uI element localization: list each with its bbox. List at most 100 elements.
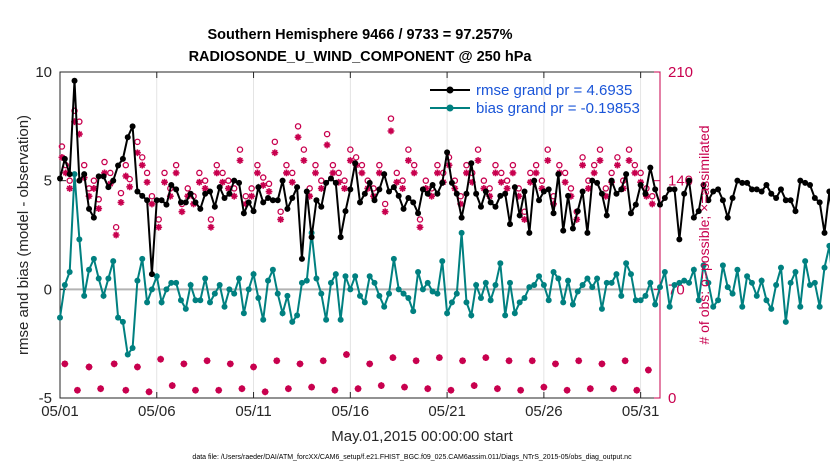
x-axis-label: May.01,2015 00:00:00 start: [331, 428, 513, 445]
obs-possible-point: [283, 161, 290, 169]
rmse-point: [410, 199, 417, 206]
obs-possible-point: [625, 146, 633, 153]
rmse-point: [473, 190, 480, 197]
bias-point: [560, 299, 567, 306]
obs-possible-point: [631, 161, 639, 169]
bias-point: [163, 286, 170, 293]
rmse-point: [753, 186, 760, 193]
rmse-point: [81, 171, 88, 178]
bias-point: [303, 277, 310, 284]
rmse-point: [676, 236, 683, 243]
obs-lower-assimilated-point: [168, 382, 176, 389]
rmse-point: [768, 190, 775, 197]
obs-lower-assimilated-point: [319, 357, 327, 365]
obs-assimilated-point: [283, 169, 290, 177]
rmse-point: [811, 195, 818, 202]
bias-point: [739, 303, 746, 310]
obs-possible-point: [236, 146, 244, 153]
rmse-point: [269, 197, 276, 204]
obs-assimilated-point: [138, 161, 146, 169]
obs-possible-point: [399, 177, 406, 184]
rmse-point: [565, 192, 572, 199]
bias-point: [105, 275, 112, 282]
bias-point: [623, 260, 630, 267]
bias-point: [647, 279, 654, 286]
bias-point: [298, 279, 305, 286]
obs-assimilated-point: [515, 192, 523, 200]
obs-possible-point: [117, 189, 125, 197]
obs-assimilated-point: [172, 169, 180, 177]
obs-assimilated-point: [265, 188, 273, 195]
obs-lower-assimilated-point: [122, 386, 130, 394]
obs-assimilated-point: [387, 127, 395, 135]
bias-point: [594, 275, 601, 282]
rmse-point: [61, 155, 68, 162]
bias-point: [284, 292, 291, 299]
obs-assimilated-point: [422, 185, 430, 192]
obs-possible-point: [596, 146, 604, 153]
obs-assimilated-point: [112, 231, 120, 239]
bias-point: [497, 260, 504, 267]
rmse-point: [637, 182, 644, 189]
obs-assimilated-point: [457, 200, 465, 208]
rmse-point: [187, 190, 194, 197]
rmse-point: [148, 271, 155, 278]
bias-point: [744, 273, 751, 280]
rmse-point: [240, 210, 247, 217]
bias-point: [226, 286, 233, 293]
rmse-point: [381, 171, 388, 178]
obs-possible-point: [608, 169, 615, 177]
rmse-point: [110, 177, 117, 184]
bias-point: [269, 266, 276, 273]
obs-assimilated-point: [544, 157, 552, 164]
obs-lower-assimilated-point: [145, 388, 153, 396]
bias-point: [245, 286, 252, 293]
rmse-point: [579, 188, 586, 195]
obs-lower-assimilated-point: [586, 385, 594, 393]
bias-point: [681, 277, 688, 284]
rmse-point: [303, 188, 310, 195]
obs-assimilated-point: [492, 169, 499, 177]
bias-point: [231, 290, 238, 297]
rmse-point: [739, 179, 746, 186]
obs-possible-point: [538, 177, 546, 184]
bias-point: [516, 299, 523, 306]
bias-point: [90, 255, 97, 262]
bias-point: [555, 275, 562, 282]
obs-assimilated-point: [410, 169, 418, 177]
x-tick-label-1: 05/06: [138, 403, 176, 420]
plot-axes: 05/01 05/06 05/11 05/16 05/21 05/26 05/31 -5 0 5 1…: [35, 64, 830, 420]
bias-point: [66, 268, 73, 275]
bias-point: [361, 299, 368, 306]
rmse-point: [661, 195, 668, 202]
obs-assimilated-point: [254, 169, 261, 177]
rmse-point: [265, 195, 272, 202]
obs-possible-point: [254, 161, 261, 169]
bias-point: [177, 297, 184, 304]
obs-assimilated-point: [468, 178, 476, 186]
obs-assimilated-point: [526, 178, 534, 186]
obs-assimilated-point: [561, 178, 569, 186]
rmse-point: [531, 177, 538, 184]
rmse-point: [618, 186, 625, 193]
obs-assimilated-point: [341, 185, 348, 192]
obs-assimilated-point: [271, 149, 279, 157]
obs-lower-assimilated-point: [377, 382, 385, 389]
rmse-point: [197, 205, 204, 212]
bias-point: [400, 290, 407, 297]
bias-point: [415, 268, 422, 275]
rmse-point: [211, 203, 218, 210]
rmse-point: [773, 195, 780, 202]
rmse-point: [323, 179, 330, 186]
chart-title-line2: RADIOSONDE_U_WIND_COMPONENT @ 250 hPa: [189, 49, 533, 65]
obs-assimilated-point: [648, 200, 656, 208]
obs-assimilated-point: [294, 133, 302, 141]
rmse-point: [124, 134, 131, 141]
bias-point: [657, 284, 663, 291]
bias-point: [453, 290, 460, 297]
rmse-point: [279, 177, 286, 184]
bias-point: [366, 273, 373, 280]
rmse-point: [86, 205, 93, 212]
rmse-point: [608, 177, 615, 184]
obs-possible-point: [381, 200, 389, 208]
